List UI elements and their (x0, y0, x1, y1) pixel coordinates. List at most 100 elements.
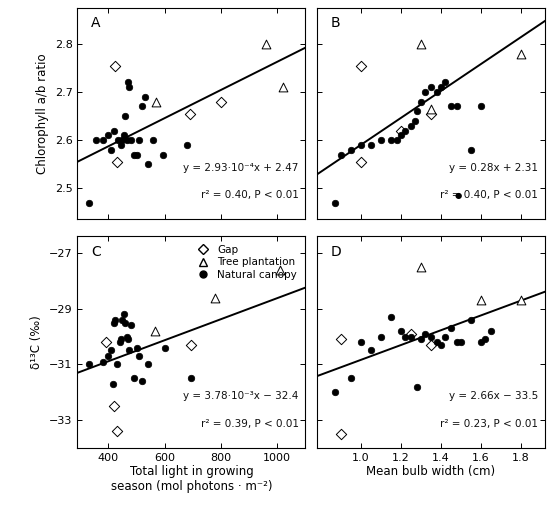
Point (486, 326, 495, 335)
Point (112, 360, 121, 368)
Point (109, 126, 118, 135)
Point (132, 343, 141, 352)
Point (121, 319, 130, 327)
Point (122, 332, 131, 341)
Point (119, 131, 128, 139)
Point (426, 83, 435, 92)
Text: r² = 0.40, P < 0.01: r² = 0.40, P < 0.01 (440, 190, 538, 200)
Point (356, 338, 365, 346)
Point (138, 102, 147, 111)
Point (426, 341, 435, 349)
Point (107, 146, 116, 154)
Point (129, 151, 138, 159)
Point (114, 136, 123, 144)
Text: A: A (91, 16, 101, 30)
Point (406, 330, 415, 338)
Point (346, 146, 355, 154)
Point (125, 83, 134, 92)
Point (416, 263, 425, 271)
Point (466, 315, 475, 324)
Point (426, 104, 435, 113)
Point (160, 343, 169, 352)
Point (84, 198, 93, 207)
Point (278, 83, 287, 92)
Point (416, 335, 425, 343)
Point (124, 78, 133, 87)
Point (211, 293, 220, 302)
Point (413, 107, 421, 116)
Point (336, 430, 345, 438)
Point (416, 40, 425, 48)
Point (366, 140, 375, 149)
Point (400, 332, 409, 341)
Point (112, 157, 121, 166)
Point (117, 335, 126, 343)
Point (426, 110, 435, 118)
Legend: Gap, Tree plantation, Natural canopy: Gap, Tree plantation, Natural canopy (189, 242, 300, 283)
Point (186, 110, 195, 118)
Point (107, 346, 116, 355)
Point (118, 315, 127, 324)
Point (187, 341, 196, 349)
Point (446, 102, 455, 111)
Point (109, 402, 118, 410)
Point (356, 157, 365, 166)
Point (356, 140, 365, 149)
Point (117, 140, 126, 149)
Point (182, 140, 191, 149)
Text: y = 2.66x − 33.5: y = 2.66x − 33.5 (448, 391, 538, 401)
Point (377, 332, 385, 341)
Y-axis label: Chlorophyll a/b ratio: Chlorophyll a/b ratio (36, 54, 49, 174)
Point (397, 326, 405, 335)
Point (476, 102, 485, 111)
X-axis label: Mean bulb width (cm): Mean bulb width (cm) (366, 465, 495, 479)
Point (452, 338, 461, 346)
Point (406, 121, 415, 130)
Point (410, 117, 419, 125)
Point (456, 338, 465, 346)
Point (377, 136, 385, 144)
Point (143, 160, 152, 169)
Point (440, 78, 449, 87)
Point (466, 146, 475, 154)
Point (138, 377, 147, 385)
Point (127, 136, 135, 144)
Text: y = 0.28x + 2.31: y = 0.28x + 2.31 (449, 163, 538, 173)
Point (217, 98, 226, 106)
Point (112, 427, 121, 435)
Point (387, 136, 395, 144)
Point (420, 330, 429, 338)
Point (115, 338, 124, 346)
Text: r² = 0.23, P < 0.01: r² = 0.23, P < 0.01 (440, 419, 538, 429)
Point (413, 382, 421, 391)
Text: ●: ● (454, 191, 462, 200)
Text: y = 3.78·10⁻³x − 32.4: y = 3.78·10⁻³x − 32.4 (183, 391, 299, 401)
Point (387, 313, 395, 321)
Point (104, 131, 113, 139)
Point (111, 315, 120, 324)
Point (187, 374, 196, 383)
Point (397, 131, 405, 139)
Point (330, 388, 339, 396)
Point (436, 341, 445, 349)
Point (108, 379, 117, 388)
Point (275, 266, 284, 274)
Text: r² = 0.40, P < 0.01: r² = 0.40, P < 0.01 (201, 190, 299, 200)
X-axis label: Total light in growing
season (mol photons · m⁻²): Total light in growing season (mol photo… (111, 465, 272, 493)
Point (84, 360, 93, 368)
Point (124, 335, 133, 343)
Point (121, 112, 130, 120)
Point (346, 374, 355, 383)
Point (517, 296, 525, 305)
Point (98, 357, 107, 366)
Point (426, 332, 435, 341)
Point (118, 136, 127, 144)
Point (127, 321, 135, 330)
Point (104, 352, 113, 360)
Point (476, 338, 485, 346)
Point (440, 332, 449, 341)
Point (406, 332, 415, 341)
Point (150, 326, 159, 335)
Text: D: D (331, 245, 341, 259)
Point (400, 126, 409, 135)
